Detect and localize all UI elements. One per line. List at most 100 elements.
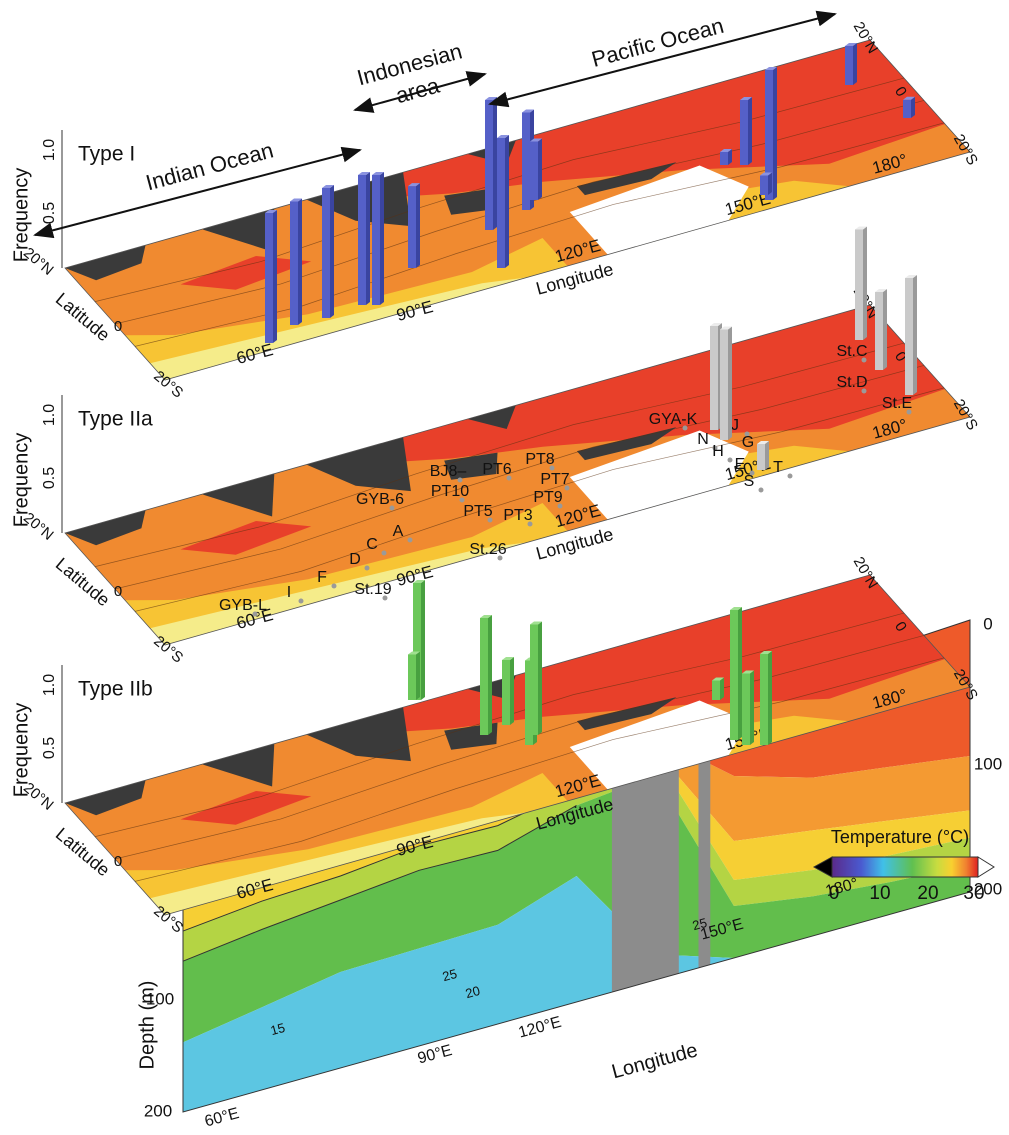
bar-front [720, 152, 728, 165]
station-label: I [287, 584, 291, 601]
isotherm [114, 100, 925, 325]
bar [720, 149, 732, 165]
station-dot [549, 465, 555, 471]
bar-top [712, 677, 724, 681]
map-region [180, 791, 312, 825]
contour [182, 805, 577, 962]
bar-front [413, 583, 421, 700]
bar [408, 183, 420, 268]
station-label: H [712, 443, 724, 460]
bar-side [911, 96, 915, 118]
bar-side [913, 275, 917, 395]
station-dot [527, 521, 533, 527]
map-region [150, 812, 528, 915]
bar-front [530, 624, 538, 735]
depth-tick: 0 [983, 614, 992, 633]
map-frame [64, 304, 971, 646]
depth-layer [183, 775, 970, 1043]
station-label: PT10 [431, 483, 469, 500]
colorbar-end [812, 856, 833, 878]
contour [182, 787, 577, 932]
station-label: PT3 [503, 507, 532, 524]
bar [712, 677, 724, 700]
bar [875, 289, 887, 370]
bar-top [413, 580, 425, 583]
station-label: N [697, 431, 709, 448]
bar [265, 210, 277, 343]
colorbar-tick: 30 [963, 883, 984, 904]
bar-front [265, 213, 273, 343]
colorbar-end [977, 856, 995, 878]
land-block [611, 716, 679, 993]
lat-label: 20°N [20, 244, 57, 279]
isotherm [94, 612, 905, 837]
bar [322, 185, 334, 318]
bar-front [522, 112, 530, 210]
lat-label: 0 [114, 318, 122, 335]
station-label: C [366, 536, 378, 553]
bar-side [298, 198, 302, 325]
bar-side [330, 185, 334, 318]
map-region [150, 542, 528, 645]
bar-front [480, 618, 488, 735]
region-label: Pacific Ocean [589, 13, 727, 72]
lat-label: 0 [114, 583, 122, 600]
station-dot [331, 583, 337, 589]
station-label: BJ8– [430, 463, 467, 480]
bar-side [416, 183, 420, 268]
bar-top [372, 172, 384, 175]
bar [855, 226, 867, 340]
map-region [444, 452, 498, 480]
frequency-title: Frequency [10, 703, 32, 798]
bar-top [497, 135, 509, 138]
station-label: GYB-6 [356, 491, 404, 508]
colorbar-tick: 0 [829, 883, 840, 904]
station-label: D [349, 551, 361, 568]
bar-top [530, 621, 542, 625]
map-region [576, 162, 677, 196]
station-dot [459, 497, 465, 503]
bar-top [502, 657, 514, 660]
bar-front [358, 175, 366, 305]
station-label: St.19 [354, 581, 391, 598]
bar-side [380, 172, 384, 305]
station-label: G [742, 434, 754, 451]
bar-front [485, 100, 493, 230]
bar-side [720, 677, 724, 700]
isotherm [134, 657, 945, 882]
lat-label: 20°N [20, 509, 57, 544]
station-label: E [735, 456, 746, 473]
frequency-tick: 1.0 [41, 674, 58, 696]
bar-front [372, 175, 380, 305]
bar-top [875, 289, 887, 292]
station-label: St.E [882, 395, 912, 412]
bar-top [730, 607, 742, 610]
bar-side [883, 289, 887, 370]
map-region [201, 743, 275, 787]
indian-arrow [33, 146, 362, 239]
bar [497, 135, 509, 268]
depth-layer [183, 736, 970, 908]
bar-top [710, 323, 722, 326]
station-dot [861, 357, 867, 363]
station-label: GYB-L [219, 597, 267, 614]
bar-side [538, 138, 542, 200]
panel-label: Type IIa [78, 408, 153, 431]
bar-side [505, 135, 509, 268]
map-region [65, 245, 146, 281]
panel-label: Type IIb [78, 678, 153, 701]
station-dot [906, 409, 912, 415]
bar [903, 96, 915, 118]
bar-top [408, 183, 420, 187]
depth-tick: 100 [146, 989, 174, 1008]
frequency-tick: 1.0 [41, 139, 58, 161]
bar-front [720, 329, 728, 440]
panel-label: Type I [78, 143, 135, 166]
contour-label: 20 [464, 983, 482, 1001]
bar-side [510, 657, 514, 725]
station-dot [407, 537, 413, 543]
station-label: F [317, 569, 327, 586]
bar-side [538, 621, 542, 735]
station-dot [861, 388, 867, 394]
